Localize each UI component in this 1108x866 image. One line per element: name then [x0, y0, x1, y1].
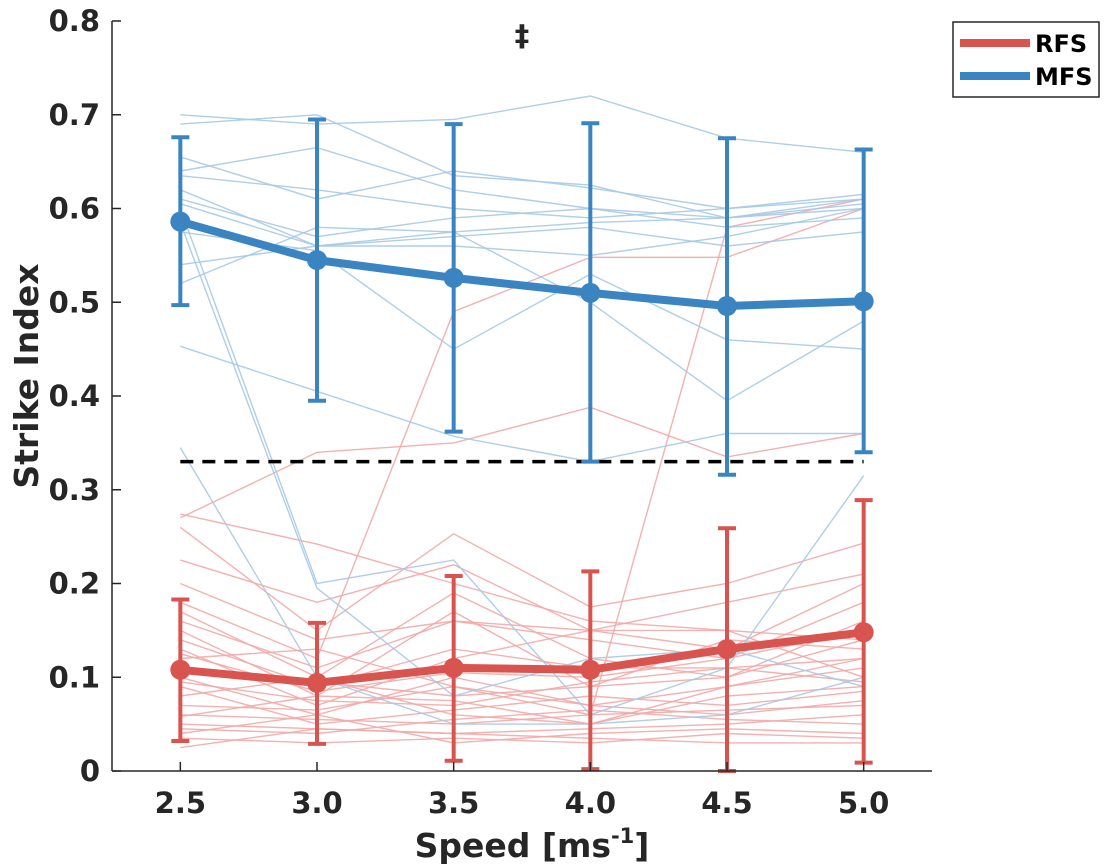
x-tick-label-4: 4.5: [701, 786, 752, 820]
x-tick-label-0: 2.5: [155, 786, 206, 820]
significance-annotation: ‡: [515, 19, 530, 53]
individual-line-rfs-22: [180, 714, 864, 735]
individual-line-rfs-23: [180, 709, 864, 735]
x-axis-title: Speed [ms-1]: [415, 824, 650, 865]
individual-line-mfs-15: [179, 447, 864, 725]
legend-box: [952, 21, 1100, 98]
individual-line-mfs-3: [180, 156, 864, 210]
individual-line-mfs-4: [180, 146, 864, 219]
individual-lines-layer: [179, 95, 865, 749]
individual-line-mfs-7: [180, 198, 864, 238]
individual-line-rfs-15: [180, 667, 864, 716]
legend: RFS MFS: [952, 21, 1100, 98]
individual-line-rfs-4: [180, 559, 864, 632]
individual-line-mfs-2: [180, 114, 864, 219]
x-axis-title-main: Speed [ms: [415, 826, 611, 865]
individual-line-rfs-26: [180, 728, 864, 749]
individual-line-mfs-1: [180, 95, 864, 153]
individual-line-rfs-21: [180, 657, 864, 725]
individual-line-rfs-1: [180, 513, 864, 641]
individual-line-rfs-11: [180, 629, 864, 707]
individual-line-rfs-13: [180, 198, 864, 716]
individual-line-mfs-10: [179, 222, 864, 697]
mean-point-mfs-0: [170, 211, 191, 232]
x-axis-title-superscript: -1: [611, 824, 634, 848]
mean-point-rfs-4: [717, 639, 737, 660]
mean-point-rfs-0: [170, 659, 191, 680]
mean-lines-layer: [170, 211, 874, 693]
mean-point-rfs-1: [307, 672, 327, 693]
y-tick-label-6: 0.6: [49, 192, 100, 226]
y-tick-label-4: 0.4: [49, 379, 100, 413]
mean-point-mfs-1: [307, 250, 327, 271]
mean-point-rfs-3: [580, 659, 601, 680]
y-tick-label-1: 0.1: [49, 660, 100, 694]
individual-line-mfs-12: [180, 231, 865, 402]
y-tick-label-8: 0.8: [49, 4, 100, 38]
individual-line-mfs-6: [180, 189, 864, 247]
mean-point-mfs-3: [580, 282, 601, 303]
x-tick-label-5: 5.0: [838, 786, 889, 820]
individual-line-rfs-5: [180, 582, 865, 650]
individual-line-rfs-8: [180, 620, 864, 669]
legend-label-mfs: MFS: [1035, 63, 1093, 91]
y-tick-label-5: 0.5: [49, 285, 100, 319]
legend-label-rfs: RFS: [1035, 30, 1087, 58]
y-axis-title: Strike Index: [7, 263, 46, 488]
mean-point-rfs-5: [853, 622, 874, 643]
mean-point-mfs-4: [717, 296, 737, 316]
individual-line-rfs-3: [179, 526, 864, 632]
individual-line-mfs-13: [180, 203, 864, 285]
mean-line-rfs: [179, 628, 865, 687]
x-tick-label-1: 3.0: [291, 786, 342, 820]
individual-line-rfs-19: [180, 685, 864, 716]
y-tick-label-3: 0.3: [49, 473, 100, 507]
individual-line-rfs-7: [179, 592, 864, 679]
individual-line-rfs-24: [180, 714, 864, 744]
x-tick-label-3: 4.0: [565, 786, 616, 820]
x-axis-title-end: ]: [634, 826, 649, 865]
individual-line-mfs-8: [180, 203, 864, 257]
mean-point-mfs-2: [443, 267, 464, 288]
individual-line-mfs-5: [180, 175, 864, 219]
y-tick-label-2: 0.2: [49, 567, 100, 601]
individual-line-mfs-11: [180, 231, 864, 350]
individual-line-rfs-25: [180, 732, 864, 744]
individual-line-rfs-16: [180, 667, 864, 707]
individual-line-mfs-9: [179, 208, 865, 716]
individual-line-rfs-20: [180, 704, 864, 725]
y-tick-label-0: 0: [80, 754, 100, 788]
mean-point-rfs-2: [443, 657, 464, 678]
mean-line-mfs: [179, 217, 864, 310]
y-tick-label-7: 0.7: [49, 98, 100, 132]
mean-point-mfs-5: [853, 291, 874, 312]
x-tick-label-2: 3.5: [428, 786, 479, 820]
axes-layer: 0 0.1 0.2 0.3 0.4 0.5 0.6 0.7 0.8 2.5 3.0 3.5 4.0 4.5…: [49, 4, 932, 820]
individual-line-mfs-14: [180, 345, 864, 463]
